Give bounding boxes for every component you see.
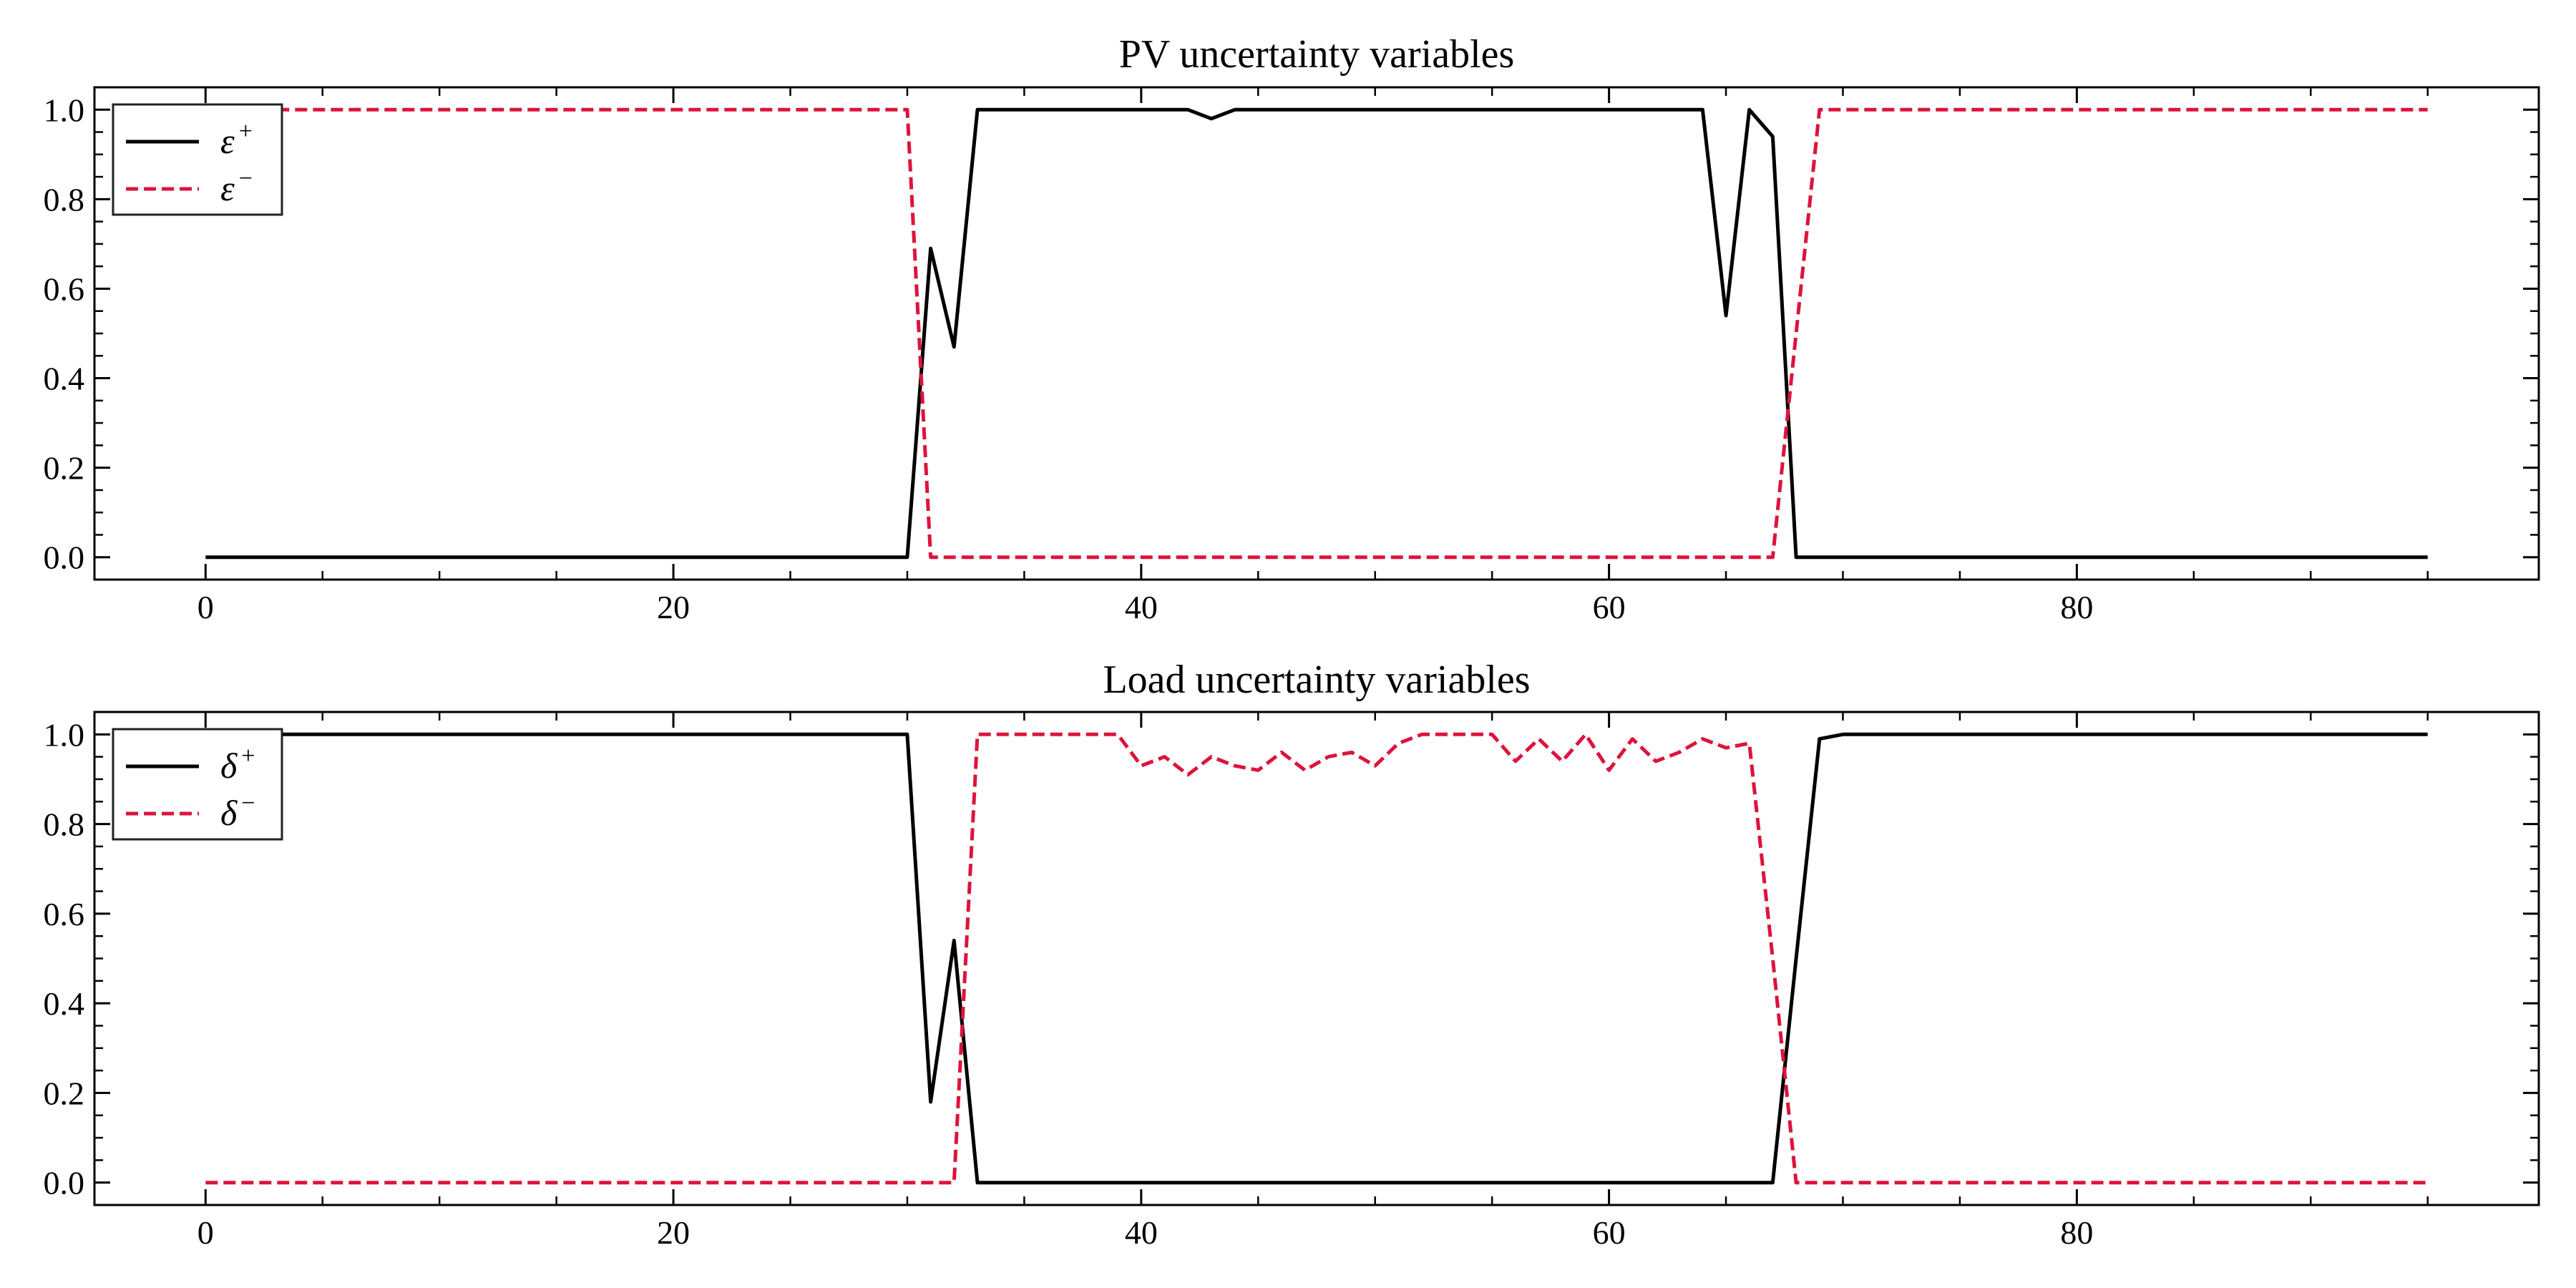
- legend-box: [112, 728, 283, 841]
- pv-y-axis: 0.0 0.2 0.4 0.6 0.8 1.0: [44, 86, 2539, 581]
- y-tick-label: 0.0: [44, 1165, 85, 1201]
- legend-label: ε −: [220, 165, 253, 208]
- y-tick-label: 0.2: [44, 450, 85, 487]
- pv-series-minus-line: [205, 107, 2428, 560]
- x-tick-label: 40: [1125, 1214, 1158, 1251]
- chart-title: PV uncertainty variables: [1119, 32, 1515, 77]
- load-series-plus-line: [205, 732, 2428, 1185]
- load-x-axis: 0 20 40 60 80: [197, 712, 2429, 1251]
- x-tick-label: 60: [1593, 589, 1626, 625]
- y-tick-label: 0.2: [44, 1075, 85, 1111]
- x-tick-label: 40: [1125, 589, 1158, 625]
- y-tick-label: 0.4: [44, 985, 85, 1022]
- legend-label: ε +: [220, 118, 253, 161]
- x-tick-label: 20: [657, 1214, 690, 1251]
- pv-legend: ε +ε −: [112, 103, 283, 216]
- load-series-minus-line: [205, 732, 2428, 1185]
- y-tick-label: 1.0: [44, 716, 85, 753]
- legend-box: [112, 103, 283, 216]
- y-tick-label: 1.0: [44, 92, 85, 128]
- y-tick-label: 0.8: [44, 806, 85, 843]
- y-tick-label: 0.0: [44, 540, 85, 576]
- y-tick-label: 0.8: [44, 181, 85, 218]
- chart-title: Load uncertainty variables: [1103, 658, 1530, 702]
- x-tick-label: 0: [197, 589, 214, 625]
- legend-label: δ +: [220, 743, 255, 786]
- y-tick-label: 0.6: [44, 896, 85, 932]
- load-plot-area: 0 20 40 60 80 0.0 0.2 0.4 0.6 0.8 1.0 δ +δ −: [44, 711, 2540, 1251]
- x-tick-label: 20: [657, 589, 690, 625]
- pv-plot-area: 0 20 40 60 80 0.0 0.2 0.4 0.6 0.8 1.0 ε +ε −: [44, 86, 2540, 625]
- load-y-axis: 0.0 0.2 0.4 0.6 0.8 1.0: [44, 711, 2539, 1206]
- pv-x-axis: 0 20 40 60 80: [197, 87, 2429, 625]
- load-legend: δ +δ −: [112, 728, 283, 841]
- legend-label: δ −: [220, 790, 255, 833]
- pv-series-group: [205, 107, 2428, 560]
- y-tick-label: 0.4: [44, 361, 85, 397]
- load-series-group: [205, 732, 2428, 1185]
- y-tick-label: 0.6: [44, 270, 85, 307]
- pv-series-plus-line: [205, 107, 2428, 560]
- load-uncertainty-chart: Load uncertainty variables 0 20 40 60 800.00…: [44, 658, 2540, 1251]
- load-axes-frame: [93, 711, 2540, 1206]
- x-tick-label: 60: [1593, 1214, 1626, 1251]
- x-tick-label: 80: [2060, 589, 2093, 625]
- x-tick-label: 0: [197, 1214, 214, 1251]
- pv-axes-frame: [93, 86, 2540, 581]
- x-tick-label: 80: [2060, 1214, 2093, 1251]
- pv-uncertainty-chart: PV uncertainty variables 0 20 40 60 80 0.0 0.2…: [44, 32, 2540, 625]
